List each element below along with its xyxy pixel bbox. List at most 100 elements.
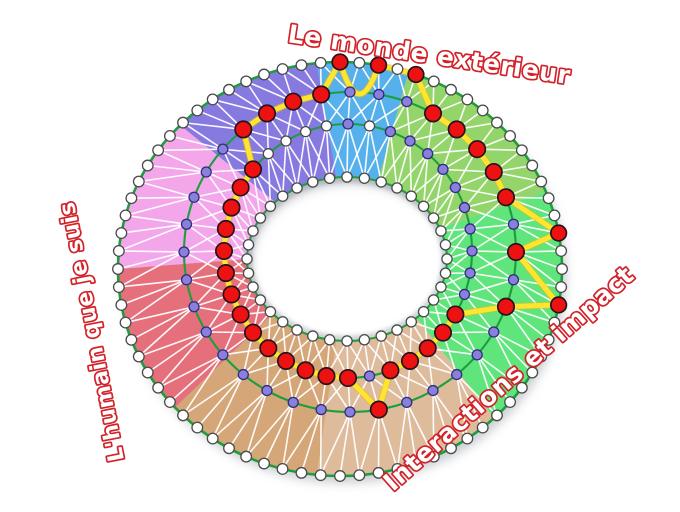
node-rim-bead[interactable] <box>548 316 561 329</box>
node-rim-bead[interactable] <box>504 396 517 409</box>
node-rim-bead[interactable] <box>504 129 517 142</box>
node-r3[interactable] <box>342 118 354 130</box>
node-selected-r3[interactable] <box>216 264 235 283</box>
node-selected-r3[interactable] <box>381 361 400 380</box>
node-rim-bead[interactable] <box>461 432 474 445</box>
node-selected-r3[interactable] <box>259 339 278 358</box>
node-r2[interactable] <box>401 396 413 409</box>
node-selected-r3[interactable] <box>243 323 263 342</box>
node-rim-bead[interactable] <box>491 116 503 129</box>
node-rim-bead[interactable] <box>177 116 189 129</box>
node-inner-bead[interactable] <box>358 334 371 346</box>
node-selected-r3[interactable] <box>243 160 263 179</box>
node-r2[interactable] <box>507 274 520 286</box>
node-r3[interactable] <box>280 135 292 147</box>
node-selected-r1[interactable] <box>549 296 568 314</box>
node-rim-bead[interactable] <box>535 175 548 188</box>
node-selected-r3[interactable] <box>222 198 241 217</box>
node-rim-bead[interactable] <box>334 470 346 482</box>
node-inner-bead[interactable] <box>417 200 430 213</box>
node-selected-r2[interactable] <box>506 242 526 262</box>
node-r2[interactable] <box>287 396 299 409</box>
node-inner-bead[interactable] <box>264 200 277 213</box>
node-rim-bead[interactable] <box>445 83 457 96</box>
node-r3[interactable] <box>299 126 312 138</box>
node-rim-bead[interactable] <box>191 104 204 117</box>
node-rim-bead[interactable] <box>372 466 385 479</box>
node-rim-bead[interactable] <box>526 366 539 379</box>
node-selected-r3[interactable] <box>446 305 465 324</box>
node-inner-bead[interactable] <box>247 281 259 293</box>
node-rim-bead[interactable] <box>548 209 561 222</box>
node-r2[interactable] <box>261 384 273 397</box>
node-selected-r3[interactable] <box>216 219 235 238</box>
node-r3[interactable] <box>320 120 333 132</box>
node-inner-bead[interactable] <box>375 330 387 342</box>
node-rim-bead[interactable] <box>409 457 422 470</box>
node-rim-bead[interactable] <box>491 409 503 422</box>
node-inner-bead[interactable] <box>358 172 371 184</box>
node-r2[interactable] <box>401 95 413 108</box>
node-inner-bead[interactable] <box>242 267 255 279</box>
node-selected-r2[interactable] <box>423 104 443 123</box>
node-rim-bead[interactable] <box>112 245 125 257</box>
node-r3[interactable] <box>422 148 434 160</box>
node-rim-bead[interactable] <box>542 192 555 205</box>
node-r3[interactable] <box>363 370 376 382</box>
node-r3[interactable] <box>262 148 274 160</box>
node-rim-bead[interactable] <box>240 450 253 463</box>
node-inner-bead[interactable] <box>276 190 289 202</box>
node-rim-bead[interactable] <box>163 396 176 409</box>
node-selected-r2[interactable] <box>496 297 516 316</box>
node-selected-r3[interactable] <box>296 361 315 380</box>
node-rim-bead[interactable] <box>112 263 124 275</box>
node-selected-r2[interactable] <box>468 140 487 159</box>
node-r3[interactable] <box>363 120 376 132</box>
node-rim-bead[interactable] <box>391 63 404 76</box>
node-inner-bead[interactable] <box>276 316 289 328</box>
node-rim-bead[interactable] <box>240 75 253 88</box>
node-rim-bead[interactable] <box>258 457 271 470</box>
node-inner-bead[interactable] <box>341 171 353 183</box>
node-rim-bead[interactable] <box>314 56 327 69</box>
node-rim-bead[interactable] <box>119 209 132 222</box>
node-selected-r2[interactable] <box>234 120 253 139</box>
node-r2[interactable] <box>471 349 483 361</box>
node-inner-bead[interactable] <box>307 330 319 342</box>
node-rim-bead[interactable] <box>556 263 568 275</box>
node-rim-bead[interactable] <box>515 381 528 394</box>
node-inner-bead[interactable] <box>254 212 267 224</box>
node-inner-bead[interactable] <box>405 316 418 328</box>
node-r2[interactable] <box>178 246 190 258</box>
node-rim-bead[interactable] <box>141 366 154 379</box>
node-rim-bead[interactable] <box>526 159 539 172</box>
node-rim-bead[interactable] <box>314 469 327 482</box>
node-rim-bead[interactable] <box>295 59 308 72</box>
node-selected-r2[interactable] <box>257 104 277 123</box>
node-inner-bead[interactable] <box>435 225 447 237</box>
node-r3[interactable] <box>437 163 449 176</box>
node-rim-bead[interactable] <box>542 333 555 346</box>
node-inner-bead[interactable] <box>307 176 319 188</box>
node-r3[interactable] <box>458 288 471 301</box>
node-inner-bead[interactable] <box>254 294 267 306</box>
node-inner-bead[interactable] <box>323 334 336 346</box>
node-rim-bead[interactable] <box>132 175 145 188</box>
node-r3[interactable] <box>458 201 471 214</box>
node-inner-bead[interactable] <box>242 239 255 251</box>
node-inner-bead[interactable] <box>439 239 452 251</box>
node-r2[interactable] <box>237 368 249 381</box>
node-selected-r3[interactable] <box>433 323 453 342</box>
node-rim-bead[interactable] <box>206 93 219 106</box>
node-rim-bead[interactable] <box>391 462 404 475</box>
node-rim-bead[interactable] <box>141 159 154 172</box>
node-inner-bead[interactable] <box>241 253 253 265</box>
node-r2[interactable] <box>200 326 212 338</box>
node-inner-bead[interactable] <box>341 335 353 347</box>
node-r2[interactable] <box>315 403 327 416</box>
node-selected-r3[interactable] <box>418 339 437 358</box>
node-rim-bead[interactable] <box>115 298 128 311</box>
node-inner-bead[interactable] <box>441 253 453 265</box>
node-r3[interactable] <box>464 267 476 279</box>
node-selected-r3[interactable] <box>231 178 250 197</box>
